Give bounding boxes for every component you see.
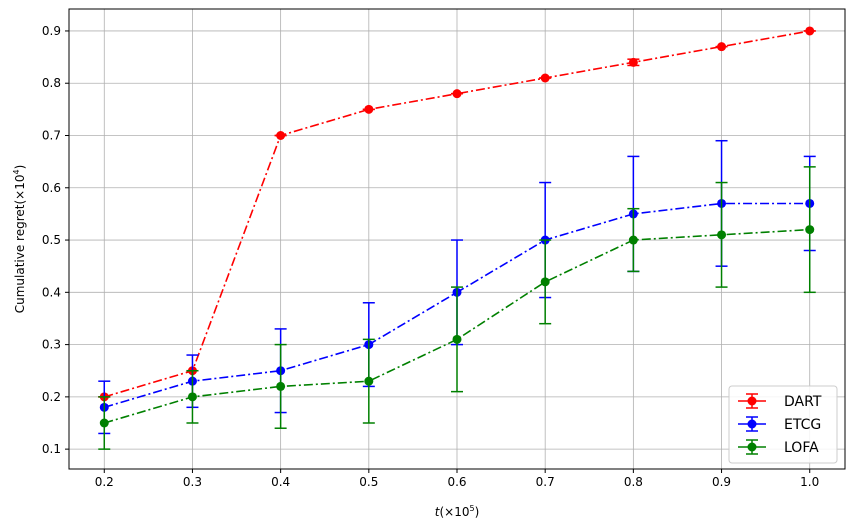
x-tick-label: 0.9 [712,475,731,489]
series-lofa [98,166,816,450]
y-tick-label: 0.6 [42,181,61,195]
data-point [628,235,638,245]
y-tick-label: 0.9 [42,24,61,38]
legend-entry-etcg: ETCG [738,416,821,433]
x-tick-label: 1.0 [800,475,819,489]
x-axis-label-exp: 5 [469,504,474,513]
legend-marker [747,396,757,406]
y-tick-label: 0.8 [42,76,61,90]
y-tick-label: 0.7 [42,129,61,143]
data-point [276,381,286,391]
data-point [717,230,727,240]
x-tick-label: 0.7 [536,475,555,489]
legend-marker [747,419,757,429]
y-axis-label-exp: 4 [12,169,21,174]
y-tick-label: 0.1 [42,442,61,456]
series-dart [98,26,816,402]
y-tick-label: 0.4 [42,285,61,299]
plot-frame [68,8,846,470]
legend-label: DART [784,394,822,410]
y-axis-label-main: Cumulative regret(×10 [13,175,27,314]
x-tick-label: 0.5 [359,475,378,489]
y-axis-label-close: ) [13,165,27,170]
legend-box [728,385,838,464]
x-axis-label-close: ) [475,505,480,519]
x-tick-label: 0.3 [183,475,202,489]
legend-marker [747,442,757,452]
data-point [805,225,815,235]
data-point [276,131,286,140]
data-point [452,89,462,99]
data-point [717,42,727,52]
data-point [364,104,374,114]
y-tick-label: 0.3 [42,338,61,352]
legend-entry-dart: DART [738,393,822,410]
series-layer [98,26,816,450]
series-line-lofa [104,228,810,424]
data-point [99,418,109,428]
x-tick-label: 0.8 [624,475,643,489]
legend: DART ETCG LOFA [728,385,838,464]
data-point [364,376,374,386]
legend-entry-lofa: LOFA [738,439,819,456]
legend-label: LOFA [784,440,819,456]
y-axis-label: Cumulative regret(×104) [12,165,27,314]
axis-ticks: 0.2 0.3 0.4 0.5 0.6 0.7 0.8 0.9 1.0 0.1 0.2 0.3 0.4 0… [42,24,819,489]
legend-label: ETCG [784,417,821,433]
data-point [187,392,197,402]
x-tick-label: 0.6 [447,475,466,489]
y-tick-label: 0.5 [42,233,61,247]
data-point [540,73,550,83]
x-axis-label: t(×105) [435,504,480,519]
x-axis-label-main: t [435,505,441,519]
x-tick-label: 0.4 [271,475,290,489]
x-tick-label: 0.2 [95,475,114,489]
y-tick-label: 0.2 [42,390,61,404]
data-point [540,277,550,287]
series-line-dart [104,30,810,398]
data-point [628,57,638,67]
data-point [805,26,815,36]
x-axis-label-unit: (×10 [439,505,469,519]
data-point [452,334,462,344]
